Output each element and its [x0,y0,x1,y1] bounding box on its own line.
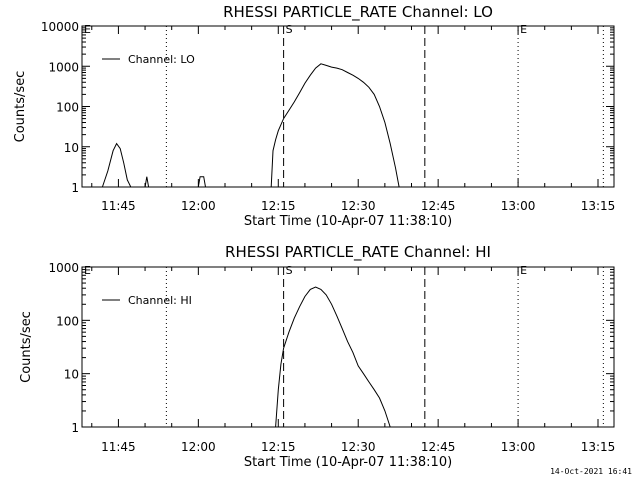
panel-1-event-marker-label: E [84,23,91,36]
panel-1-series-line-segment [197,176,206,188]
panel-1-x-axis-label: Start Time (10-Apr-07 11:38:10) [244,214,452,229]
panel-2-legend-entry: Channel: HI [128,294,192,307]
panel-2-y-tick-label: 10 [64,368,79,382]
panel-1-series-line-segment [101,142,135,188]
panel-1-x-tick-label: 12:30 [341,199,376,213]
panel-2-x-tick-label: 12:45 [421,440,456,454]
panel-2-plot-frame [81,266,615,428]
panel-2-event-marker-label: E [84,264,91,277]
panel-2-event-marker-label: E [520,264,527,277]
panel-1-y-tick-label: 10 [64,141,79,155]
panel-2-y-tick-label: 1000 [48,261,79,275]
panel-1-event-marker-label: S [286,23,293,36]
panel-1-x-tick-label: 11:45 [101,199,136,213]
panel-2-x-tick-label: 11:45 [101,440,136,454]
panel-2-y-axis-label: Counts/sec [19,311,34,383]
panel-2-x-axis-label: Start Time (10-Apr-07 11:38:10) [244,455,452,470]
panel-1-series-line-segment [144,176,150,188]
panel-1-chart-title: RHESSI PARTICLE_RATE Channel: LO [223,3,493,22]
panel-1-legend-entry: Channel: LO [128,53,195,66]
panel-1-x-tick-label: 13:15 [581,199,616,213]
panel-1-series-line-segment [270,63,400,188]
generation-timestamp: 14-Oct-2021 16:41 [550,467,632,476]
panel-2-x-tick-label: 12:00 [181,440,216,454]
panel-1-y-axis-label: Counts/sec [13,71,28,143]
panel-2-x-tick-label: 13:00 [501,440,536,454]
panel-2-y-tick-label: 1 [71,421,79,435]
panel-1-x-tick-label: 12:00 [181,199,216,213]
panel-1-x-tick-label: 12:45 [421,199,456,213]
panel-1-y-tick-label: 10000 [41,20,79,34]
panel-2-event-marker-label: S [286,264,293,277]
panel-1-x-tick-label: 12:15 [261,199,296,213]
panel-2-x-tick-label: 12:30 [341,440,376,454]
panel-2-y-tick-label: 100 [56,314,79,328]
panel-2-series-line-segment [275,286,391,428]
panel-1-y-tick-label: 1000 [48,60,79,74]
panel-1-x-tick-label: 13:00 [501,199,536,213]
panel-1-event-marker-label: E [520,23,527,36]
panel-2-x-tick-label: 12:15 [261,440,296,454]
panel-1-y-tick-label: 100 [56,101,79,115]
panel-1-y-tick-label: 1 [71,181,79,195]
panel-2-x-tick-label: 13:15 [581,440,616,454]
panel-2-chart-title: RHESSI PARTICLE_RATE Channel: HI [225,243,491,262]
panel-1-plot-frame [81,25,615,188]
